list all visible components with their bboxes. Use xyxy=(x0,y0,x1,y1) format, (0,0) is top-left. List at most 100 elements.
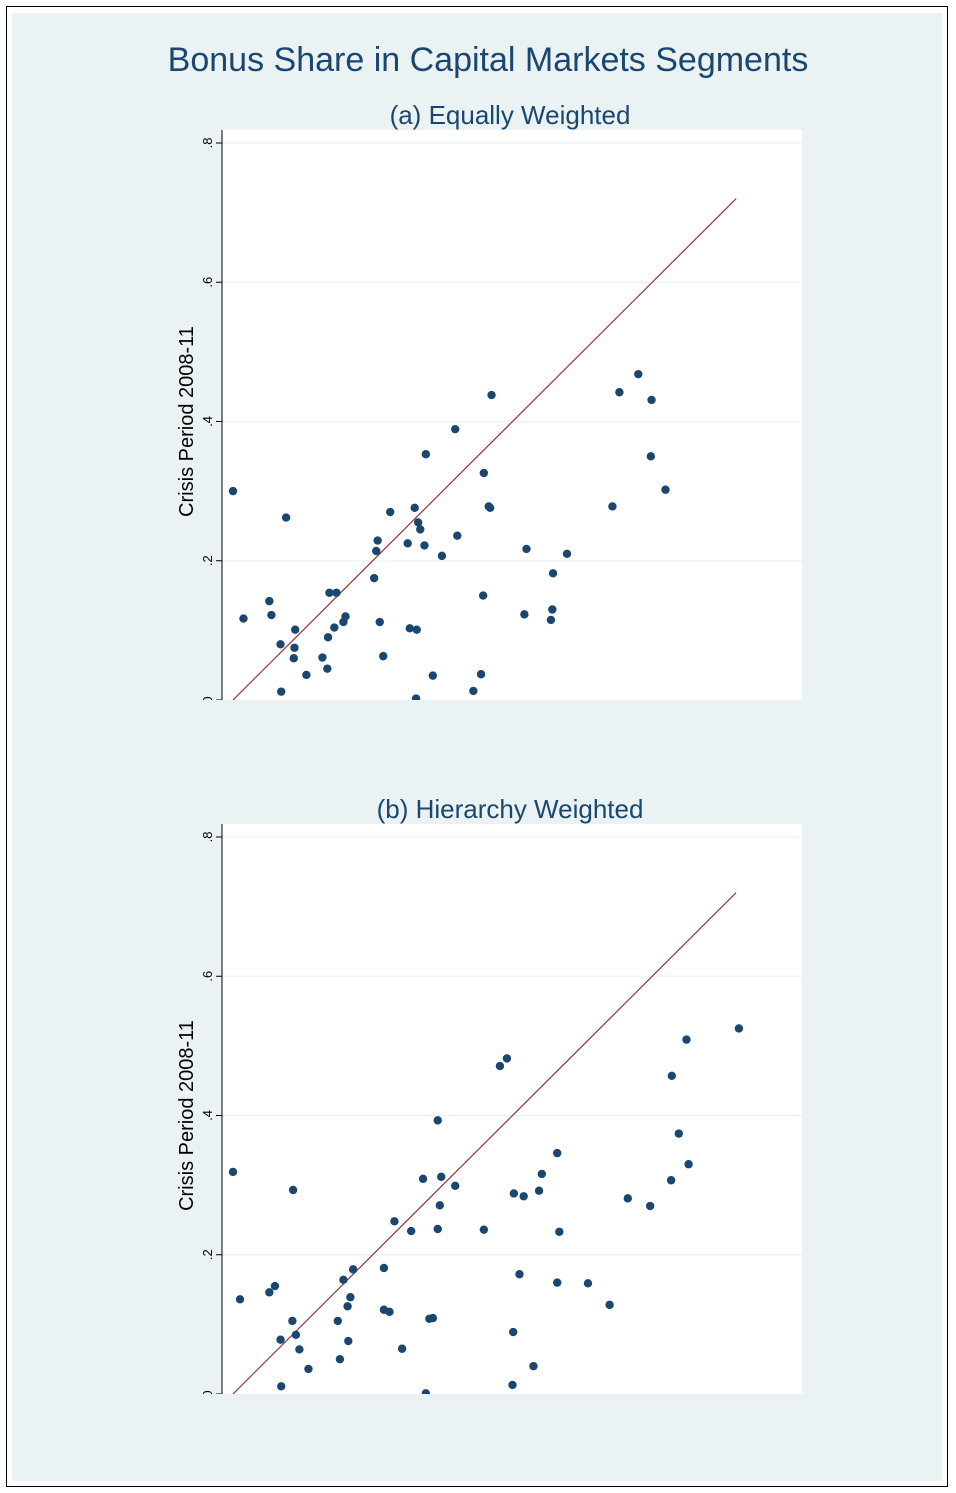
scatter-point xyxy=(406,1226,416,1236)
scatter-point xyxy=(519,1192,528,1201)
scatter-point xyxy=(453,531,462,540)
scatter-point xyxy=(682,1035,691,1044)
scatter-point xyxy=(405,624,414,633)
scatter-point xyxy=(332,588,341,597)
y-tick-label: .6 xyxy=(200,277,215,288)
y-tick-label: .8 xyxy=(200,832,215,843)
scatter-point xyxy=(276,640,285,649)
y-tick-label: .8 xyxy=(200,138,215,149)
scatter-point xyxy=(304,1364,313,1374)
scatter-point xyxy=(386,507,395,517)
scatter-point xyxy=(302,670,311,680)
scatter-point xyxy=(674,1129,684,1138)
scatter-point xyxy=(228,1167,238,1177)
scatter-point xyxy=(583,1279,593,1288)
scatter-point xyxy=(323,633,333,642)
scatter-point xyxy=(433,1224,442,1234)
scatter-point xyxy=(508,1380,517,1390)
scatter-point xyxy=(379,651,388,661)
scatter-point xyxy=(239,614,248,623)
scatter-point xyxy=(433,1116,442,1125)
scatter-point xyxy=(520,610,529,619)
scatter-point xyxy=(546,615,556,625)
scatter-point xyxy=(537,1169,547,1179)
scatter-point xyxy=(412,625,421,634)
scatter-point xyxy=(276,1335,285,1344)
scatter-point xyxy=(451,1181,460,1191)
reference-line xyxy=(232,892,737,1395)
scatter-point xyxy=(508,1327,518,1337)
plot-area xyxy=(222,130,802,713)
scatter-chart-b: (b) Hierarchy Weighted0.2.4.6.80.2.4.6.8… xyxy=(176,794,802,1455)
scatter-point xyxy=(410,503,419,513)
scatter-point xyxy=(562,549,572,558)
scatter-point xyxy=(548,569,558,578)
scatter-point xyxy=(375,617,384,627)
scatter-point xyxy=(330,623,339,632)
y-axis-title: Crisis Period 2008-11 xyxy=(176,1020,198,1211)
scatter-point xyxy=(623,1194,632,1203)
scatter-point xyxy=(421,450,431,459)
scatter-point xyxy=(290,643,299,652)
scatter-point xyxy=(634,369,643,379)
scatter-point xyxy=(281,513,291,522)
scatter-point xyxy=(265,596,274,606)
scatter-point xyxy=(502,1054,512,1063)
scatter-point xyxy=(684,1160,693,1169)
scatter-point xyxy=(288,1316,297,1326)
scatter-point xyxy=(289,654,298,663)
scatter-point xyxy=(277,687,286,696)
scatter-point xyxy=(403,539,412,548)
scatter-point xyxy=(608,502,617,511)
scatter-point xyxy=(235,1295,245,1304)
scatter-point xyxy=(509,1189,519,1198)
scatter-point xyxy=(522,544,531,554)
scatter-point xyxy=(343,1302,352,1311)
scatter-point xyxy=(428,1313,438,1323)
scatter-point xyxy=(485,503,495,513)
reference-line xyxy=(232,198,737,701)
scatter-point xyxy=(667,1071,677,1081)
scatter-point xyxy=(555,1227,564,1236)
y-tick-label: .4 xyxy=(200,1110,215,1121)
scatter-point xyxy=(413,518,423,527)
scatter-point xyxy=(228,486,238,496)
scatter-point xyxy=(605,1300,614,1310)
y-tick-label: .2 xyxy=(200,555,215,566)
scatter-point xyxy=(390,1217,399,1226)
scatter-point xyxy=(344,1336,353,1346)
scatter-point xyxy=(418,1174,428,1184)
scatter-point xyxy=(379,1263,389,1273)
scatter-point xyxy=(479,1225,489,1234)
scatter-point xyxy=(288,1185,298,1195)
scatter-point xyxy=(451,424,460,434)
scatter-point xyxy=(335,1354,345,1364)
scatter-point xyxy=(534,1186,544,1195)
scatter-point xyxy=(323,664,332,673)
scatter-point xyxy=(385,1307,394,1317)
scatter-point xyxy=(325,588,334,597)
scatter-point xyxy=(437,1172,446,1181)
scatter-point xyxy=(428,671,438,680)
scatter-point xyxy=(646,452,656,461)
scatter-point xyxy=(291,1330,301,1340)
scatter-point xyxy=(420,541,429,550)
scatter-point xyxy=(487,390,496,400)
y-tick-label: .2 xyxy=(200,1249,215,1260)
scatter-point xyxy=(277,1382,286,1391)
scatter-point xyxy=(548,605,557,614)
scatter-point xyxy=(348,1265,358,1274)
y-tick-label: .4 xyxy=(200,416,215,427)
scatter-point xyxy=(369,573,379,583)
panel-equally-weighted: (a) Equally Weighted0.2.4.6.80.2.4.6.8Pr… xyxy=(0,0,956,761)
scatter-point xyxy=(647,395,656,405)
scatter-point xyxy=(333,1316,343,1326)
scatter-point xyxy=(339,1275,348,1285)
scatter-point xyxy=(265,1288,274,1297)
scatter-point xyxy=(295,1345,304,1354)
scatter-point xyxy=(341,612,350,621)
scatter-point xyxy=(267,610,276,620)
scatter-point xyxy=(416,525,425,534)
scatter-point xyxy=(270,1281,280,1291)
scatter-point xyxy=(661,485,670,494)
